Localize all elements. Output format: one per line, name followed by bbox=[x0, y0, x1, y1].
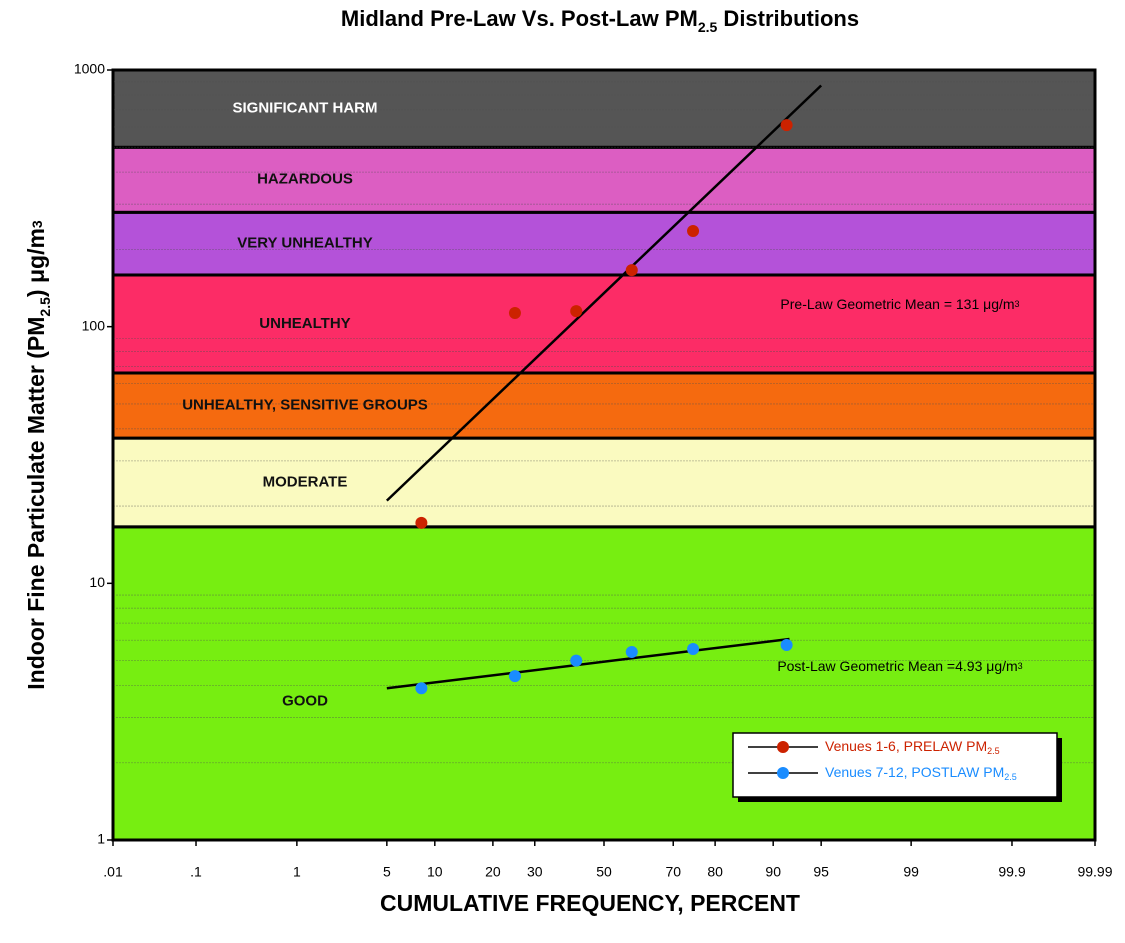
x-tick-label: 30 bbox=[527, 864, 543, 880]
annotation: Post-Law Geometric Mean =4.93 μg/m3 bbox=[777, 658, 1022, 674]
x-axis-title: CUMULATIVE FREQUENCY, PERCENT bbox=[380, 890, 800, 916]
data-point bbox=[687, 224, 700, 237]
x-tick-label: 70 bbox=[665, 864, 681, 880]
band-label: SIGNIFICANT HARM bbox=[233, 100, 378, 117]
x-tick-label: .1 bbox=[190, 864, 202, 880]
data-point bbox=[415, 682, 428, 695]
y-tick-label: 100 bbox=[82, 317, 106, 333]
chart-title-part: Midland Pre-Law Vs. Post-Law PM bbox=[341, 6, 698, 31]
x-tick-label: .01 bbox=[103, 864, 123, 880]
legend-box bbox=[732, 732, 1058, 798]
y-axis-title: Indoor Fine Particulate Matter (PM2.5) μ… bbox=[23, 220, 53, 690]
y-tick-label: 10 bbox=[89, 574, 105, 590]
data-point bbox=[687, 642, 700, 655]
legend-marker bbox=[777, 741, 789, 753]
band-label: MODERATE bbox=[263, 473, 348, 490]
band bbox=[111, 273, 1097, 375]
x-tick-label: 80 bbox=[707, 864, 723, 880]
x-tick-label: 5 bbox=[383, 864, 391, 880]
annotation-part: Post-Law Geometric Mean =4.93 μg/m bbox=[777, 658, 1017, 674]
x-tick-label: 99 bbox=[903, 864, 919, 880]
band-label: UNHEALTHY bbox=[259, 315, 350, 332]
data-point bbox=[508, 307, 521, 320]
x-tick-label: 95 bbox=[813, 864, 829, 880]
x-tick-label: 99.9 bbox=[998, 864, 1025, 880]
y-axis-title-sup: 3 bbox=[29, 220, 45, 228]
band-label: VERY UNHEALTHY bbox=[237, 235, 373, 252]
x-tick-label: 99.99 bbox=[1077, 864, 1112, 880]
data-point bbox=[570, 654, 583, 667]
x-tick-label: 50 bbox=[596, 864, 612, 880]
annotation-part: Pre-Law Geometric Mean = 131 μg/m bbox=[780, 296, 1014, 312]
legend-label-part: Venues 1-6, PRELAW PM bbox=[825, 738, 987, 754]
band bbox=[111, 436, 1097, 529]
chart-title: Midland Pre-Law Vs. Post-Law PM2.5 Distr… bbox=[341, 6, 859, 35]
x-tick-label: 90 bbox=[765, 864, 781, 880]
annotation: Pre-Law Geometric Mean = 131 μg/m3 bbox=[780, 296, 1019, 312]
y-axis-title-part: Indoor Fine Particulate Matter (PM bbox=[23, 317, 49, 690]
legend-label-sub: 2.5 bbox=[987, 746, 1000, 756]
data-point bbox=[508, 670, 521, 683]
chart-title-part: Distributions bbox=[717, 6, 859, 31]
band bbox=[111, 145, 1097, 214]
data-point bbox=[780, 639, 793, 652]
data-point bbox=[625, 264, 638, 277]
legend-label: Venues 7-12, POSTLAW PM2.5 bbox=[825, 764, 1017, 783]
band bbox=[111, 210, 1097, 277]
legend-label-sub: 2.5 bbox=[1004, 772, 1017, 782]
data-point bbox=[780, 119, 793, 132]
legend-label-part: Venues 7-12, POSTLAW PM bbox=[825, 764, 1004, 780]
band-label: UNHEALTHY, SENSITIVE GROUPS bbox=[182, 397, 428, 414]
data-point bbox=[625, 646, 638, 659]
annotation-sup: 3 bbox=[1018, 661, 1023, 671]
data-point bbox=[570, 305, 583, 318]
y-axis-title-part: ) μg/m bbox=[23, 228, 49, 297]
legend-label: Venues 1-6, PRELAW PM2.5 bbox=[825, 738, 1000, 757]
x-tick-label: 1 bbox=[293, 864, 301, 880]
fit-line bbox=[385, 84, 823, 502]
y-axis-title-sub: 2.5 bbox=[37, 297, 53, 317]
band-label: GOOD bbox=[282, 692, 328, 709]
data-point bbox=[415, 516, 428, 529]
y-tick-label: 1000 bbox=[74, 61, 105, 77]
annotation-sup: 3 bbox=[1015, 299, 1020, 309]
band bbox=[111, 68, 1097, 149]
band-label: HAZARDOUS bbox=[257, 171, 353, 188]
fit-line bbox=[386, 637, 790, 690]
y-tick-label: 1 bbox=[97, 831, 105, 847]
x-tick-label: 10 bbox=[427, 864, 443, 880]
chart-title-sub: 2.5 bbox=[698, 19, 718, 35]
legend-marker bbox=[777, 767, 789, 779]
x-tick-label: 20 bbox=[485, 864, 501, 880]
